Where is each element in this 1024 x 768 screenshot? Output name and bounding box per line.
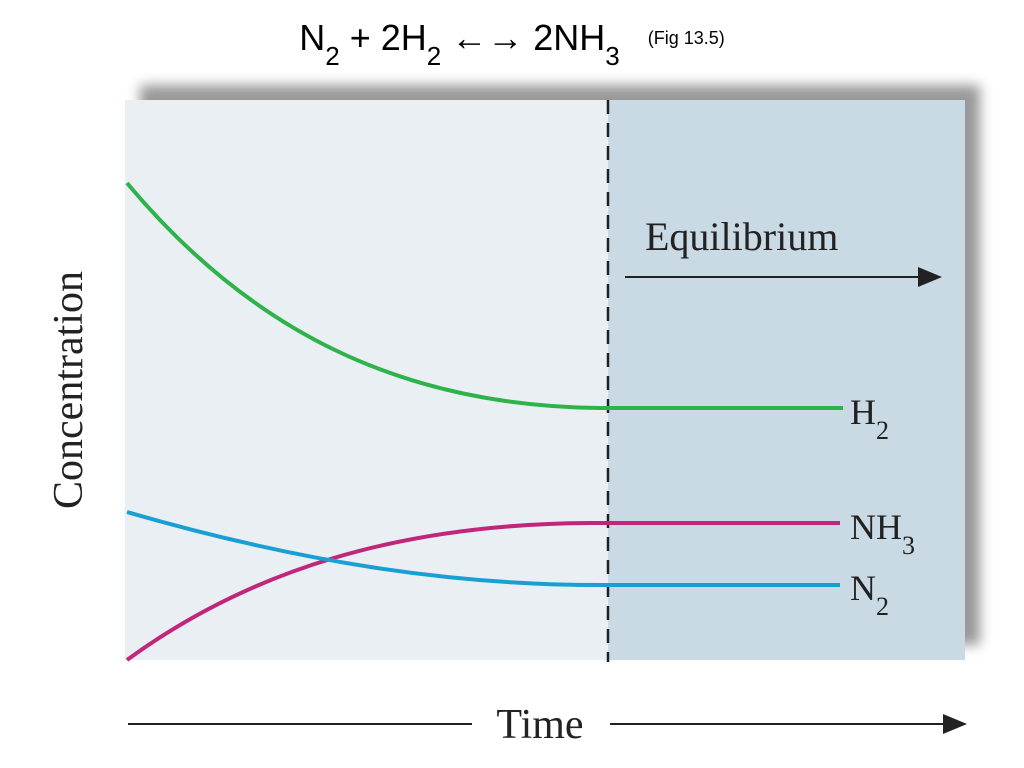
equilibrium-region <box>608 100 965 660</box>
title-part: N <box>299 17 325 58</box>
figure-note: (Fig 13.5) <box>648 28 725 48</box>
title-part: 3 <box>605 41 619 71</box>
curve-label-part: 2 <box>876 592 889 621</box>
x-axis-label: Time <box>496 702 583 748</box>
pre-equilibrium-region <box>125 100 608 660</box>
y-axis-label: Concentration <box>46 271 92 509</box>
curve <box>125 521 840 662</box>
region-label: Equilibrium <box>645 214 838 259</box>
curve-label-part: NH <box>850 507 902 547</box>
curve <box>126 510 840 587</box>
curve-label: N2 <box>850 568 889 621</box>
curve-label: NH3 <box>850 507 915 560</box>
curve-label-part: 2 <box>876 416 889 445</box>
title-part: ←→ 2NH <box>441 17 605 58</box>
curve <box>125 181 843 410</box>
title-part: + 2H <box>340 17 427 58</box>
title-part: 2 <box>427 41 441 71</box>
curve-label-part: N <box>850 568 876 608</box>
curve-label: H2 <box>850 392 889 445</box>
title: N2 + 2H2 ←→ 2NH3(Fig 13.5) <box>299 17 725 71</box>
curve-label-part: H <box>850 392 876 432</box>
title-part: 2 <box>325 41 339 71</box>
curve-label-part: 3 <box>902 531 915 560</box>
